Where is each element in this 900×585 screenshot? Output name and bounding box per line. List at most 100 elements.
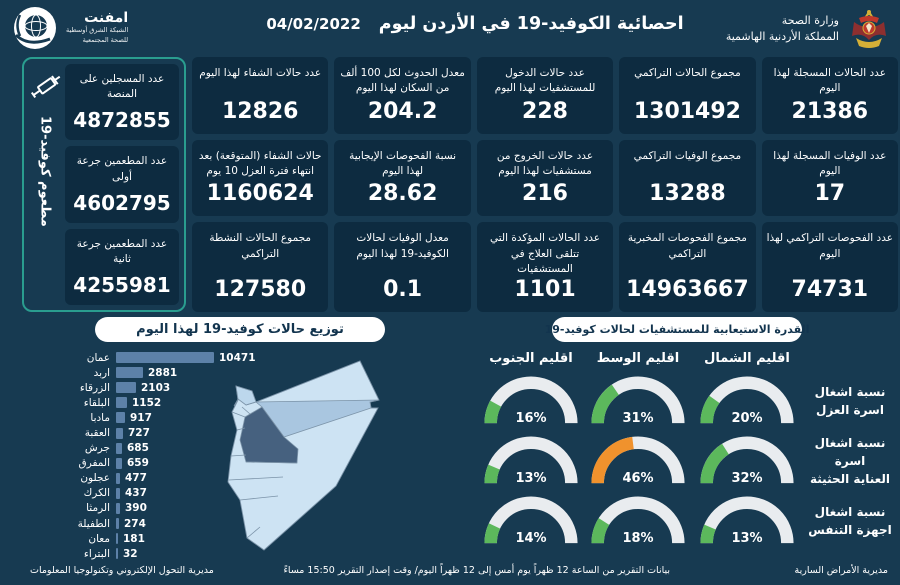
stat-card-hospital-discharges: عدد حالات الخروج من مستشفيات لهذا اليوم 2…: [476, 139, 614, 217]
card-label: عدد حالات الشفاء لهذا اليوم: [199, 67, 322, 79]
second-dose-card: عدد المطعمين جرعة ثانية 4255981: [65, 228, 179, 305]
first-dose-card: عدد المطعمين جرعة أولى 4602795: [65, 146, 179, 223]
card-label: عدد الحالات المسجلة لهذا اليوم: [773, 67, 886, 95]
bar-row: عجلون 477: [24, 471, 274, 486]
bar: [116, 533, 118, 545]
bar-row: مادبا 917: [24, 410, 274, 425]
bar: [116, 427, 123, 439]
vaccination-panel: مطعوم كوفيد-19 عدد المسجلين على المنصة 4…: [22, 57, 186, 312]
card-value: 12826: [221, 98, 299, 124]
capacity-gauge-grid: اقليم الشمال اقليم الوسط اقليم الجنوب نس…: [478, 351, 898, 547]
card-label: عدد المطعمين جرعة ثانية: [76, 237, 168, 265]
gauge-icu-north: 32%: [699, 435, 795, 487]
bar-row: معان 181: [24, 531, 274, 546]
bar-value: 1152: [132, 396, 162, 409]
card-value: 1101: [514, 277, 576, 302]
bar: [116, 487, 120, 499]
gauge-value: 16%: [515, 411, 547, 426]
bar-value: 10471: [219, 351, 256, 364]
bar-value: 685: [127, 442, 149, 455]
emphnet-logo-block: امفنت الشبكة الشرق أوسطية للصحة المجتمعي…: [12, 5, 128, 51]
bar-category: العقبة: [84, 427, 110, 440]
row-label-line: نسبة اشغال اسرة: [814, 436, 886, 468]
card-label: عدد حالات الدخول للمستشفيات لهذا اليوم: [494, 67, 596, 95]
gauge-ventilators-north: 13%: [699, 495, 795, 547]
bar-category: المفرق: [78, 457, 110, 470]
card-value: 228: [522, 98, 568, 124]
stat-card-active-cases: مجموع الحالات النشطة التراكمي 127580: [192, 222, 329, 312]
stat-card-hospital-admissions: عدد حالات الدخول للمستشفيات لهذا اليوم 22…: [476, 57, 614, 134]
row-label-line: نسبة اشغال: [814, 385, 886, 399]
bar-category: الكرك: [83, 487, 110, 500]
report-date: 04/02/2022: [266, 15, 361, 33]
page-title-block: احصائية الكوفيد-19 في الأردن ليوم 04/02/…: [240, 14, 710, 34]
gauge-value: 14%: [515, 531, 547, 546]
card-label: نسبة الفحوصات الإيجابية لهذا اليوم: [349, 149, 457, 177]
row-label-line: اجهزة التنفس: [808, 523, 892, 537]
emphnet-subtitle-1: الشبكة الشرق أوسطية: [66, 26, 129, 35]
bar: [116, 457, 122, 469]
gauge-value: 20%: [731, 411, 763, 426]
bar-value: 917: [130, 411, 152, 424]
card-value: 17: [814, 181, 846, 207]
bar-row: العقبة 727: [24, 425, 274, 440]
card-value: 14963667: [626, 277, 749, 302]
row-label-isolation-beds: نسبة اشغال اسرة العزل: [815, 383, 886, 419]
card-label: مجموع الفحوصات المخبرية التراكمي: [627, 232, 747, 260]
card-label: معدل الحدوث لكل 100 ألف من السكان لهذا ا…: [340, 67, 465, 95]
card-label: عدد المسجلين على المنصة: [79, 73, 165, 101]
gauge-value: 32%: [731, 471, 763, 486]
card-value: 1160624: [206, 181, 314, 207]
bar-category: الطفيلة: [77, 517, 110, 530]
bar-category: مادبا: [90, 411, 110, 424]
kingdom-name: المملكة الأردنية الهاشمية: [725, 30, 839, 43]
bar: [116, 502, 120, 514]
bar-value: 477: [125, 472, 147, 485]
bar: [116, 412, 125, 424]
gauge-value: 46%: [622, 471, 654, 486]
bar-value: 32: [123, 547, 138, 560]
bar: [116, 397, 127, 409]
bar: [116, 472, 120, 484]
gauge-value: 31%: [622, 411, 654, 426]
gauge-isolation-south: 16%: [483, 375, 579, 427]
footer-communicable-diseases: مديرية الأمراض السارية: [794, 565, 888, 576]
row-label-line: نسبة اشغال: [814, 505, 886, 519]
bar-category: عمان: [86, 351, 110, 364]
bar-value: 437: [125, 487, 147, 500]
footer-it-directorate: مديرية التحول الإلكتروني وتكنولوجيا المع…: [30, 565, 214, 576]
bar: [116, 518, 119, 530]
bar-category: معان: [88, 532, 110, 545]
bar: [116, 352, 214, 364]
bar-category: عجلون: [80, 472, 110, 485]
syringe-icon: [30, 75, 61, 99]
region-header-center: اقليم الوسط: [596, 351, 680, 366]
page-title: احصائية الكوفيد-19 في الأردن ليوم: [378, 14, 684, 34]
registered-on-platform-card: عدد المسجلين على المنصة 4872855: [65, 64, 179, 141]
row-label-icu-beds: نسبة اشغال اسرة العناية الحثيثة: [802, 434, 898, 488]
bar-row: البلقاء 1152: [24, 395, 274, 410]
bar: [116, 367, 143, 379]
bar-row: اربد 2881: [24, 365, 274, 380]
card-value: 1301492: [633, 98, 741, 124]
card-label: معدل الوفيات لحالات الكوفيد-19 لهذا اليو…: [356, 232, 449, 260]
bar-row: الطفيلة 274: [24, 516, 274, 531]
bar-value: 274: [124, 517, 146, 530]
bar-category: البلقاء: [83, 396, 110, 409]
bar-row: عمان 10471: [24, 350, 274, 365]
bar-value: 390: [125, 502, 147, 515]
bar-row: جرش 685: [24, 441, 274, 456]
capacity-section-title: القدرة الاستيعابية للمستشفيات لحالات كوف…: [545, 317, 809, 342]
card-value: 13288: [649, 181, 726, 207]
region-header-north: اقليم الشمال: [704, 351, 790, 366]
bar-category: الرمثا: [86, 502, 110, 515]
bar-row: المفرق 659: [24, 456, 274, 471]
card-value: 21386: [791, 98, 869, 124]
region-header-south: اقليم الجنوب: [489, 351, 573, 366]
bar-row: البتراء 32: [24, 546, 274, 561]
gauge-value: 13%: [731, 531, 763, 546]
footer-report-period: بيانات التقرير من الساعة 12 ظهراً يوم أم…: [283, 565, 670, 576]
row-label-line: اسرة العزل: [816, 403, 884, 417]
card-value: 0.1: [383, 277, 423, 302]
bar-row: الزرقاء 2103: [24, 380, 274, 395]
